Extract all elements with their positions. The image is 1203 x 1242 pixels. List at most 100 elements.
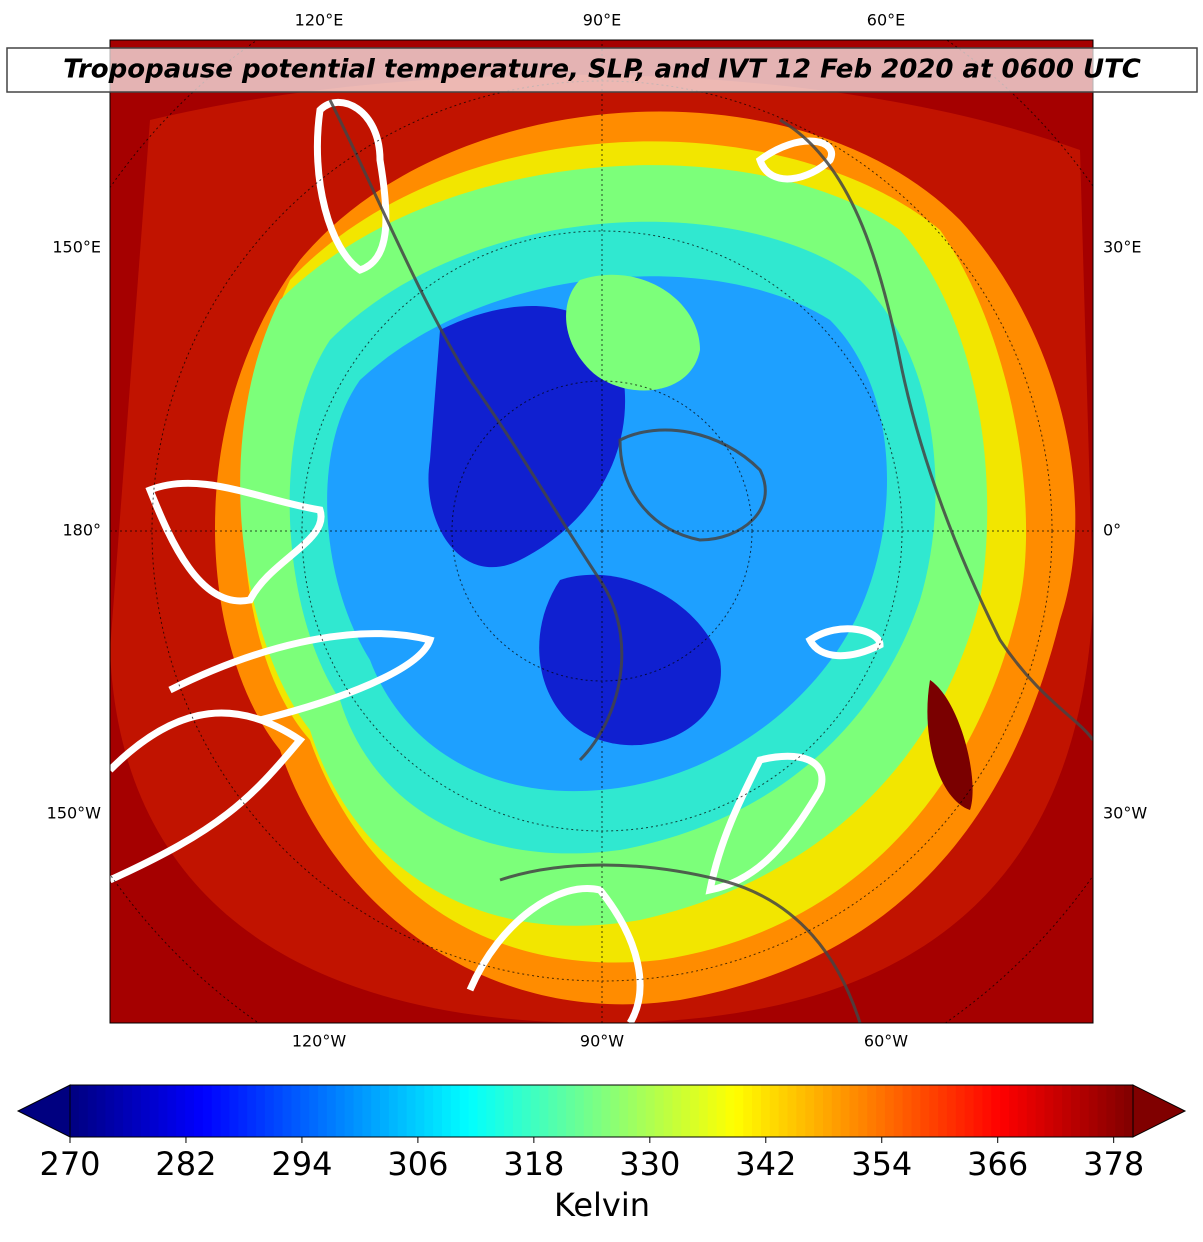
- colorbar-step: [778, 1085, 789, 1137]
- colorbar-step: [760, 1085, 771, 1137]
- colorbar-step: [1106, 1085, 1116, 1137]
- colorbar-step: [636, 1085, 647, 1137]
- colorbar-step: [167, 1085, 177, 1137]
- title-box: [6, 47, 1198, 93]
- colorbar-step: [672, 1085, 682, 1137]
- colorbar-tick-label: 342: [735, 1145, 796, 1183]
- colorbar-step: [264, 1085, 275, 1137]
- colorbar-step: [229, 1085, 239, 1137]
- lon-label: 150°W: [47, 804, 102, 823]
- colorbar-step: [920, 1085, 930, 1137]
- colorbar-step: [583, 1085, 594, 1137]
- colorbar-step: [300, 1085, 310, 1137]
- colorbar-step: [450, 1085, 461, 1137]
- colorbar-step: [371, 1085, 381, 1137]
- colorbar-step: [1035, 1085, 1046, 1137]
- lon-label: 120°E: [295, 11, 344, 30]
- lon-label: 120°W: [292, 1032, 347, 1051]
- colorbar-step: [734, 1085, 744, 1137]
- colorbar-step: [291, 1085, 301, 1137]
- colorbar-step: [716, 1085, 727, 1137]
- colorbar-tick-label: 306: [387, 1145, 448, 1183]
- lon-label: 30°E: [1103, 238, 1141, 257]
- lon-label: 90°E: [583, 11, 621, 30]
- colorbar-step: [397, 1085, 408, 1137]
- colorbar-step: [929, 1085, 939, 1137]
- colorbar-step: [504, 1085, 514, 1137]
- colorbar-step: [318, 1085, 328, 1137]
- colorbar-step: [1044, 1085, 1054, 1137]
- colorbar-tick-label: 378: [1083, 1145, 1144, 1183]
- colorbar-extend-high: [1132, 1084, 1187, 1138]
- map-title: Tropopause potential temperature, SLP, a…: [63, 55, 1141, 85]
- colorbar-step: [220, 1085, 231, 1137]
- colorbar-step: [938, 1085, 948, 1137]
- colorbar-step: [858, 1085, 868, 1137]
- lon-label: 0°: [1103, 521, 1121, 540]
- colorbar-step: [335, 1085, 346, 1137]
- colorbar-step: [539, 1085, 549, 1137]
- colorbar-step: [619, 1085, 629, 1137]
- colorbar-step: [574, 1085, 585, 1137]
- colorbar-step: [840, 1085, 851, 1137]
- colorbar-step: [698, 1085, 709, 1137]
- colorbar-step: [610, 1085, 620, 1137]
- colorbar-step: [654, 1085, 665, 1137]
- colorbar-step: [1000, 1085, 1010, 1137]
- colorbar-step: [964, 1085, 975, 1137]
- colorbar-step: [477, 1085, 487, 1137]
- colorbar-step: [707, 1085, 718, 1137]
- colorbar-step: [380, 1085, 390, 1137]
- colorbar-step: [495, 1085, 505, 1137]
- colorbar-step: [690, 1085, 700, 1137]
- colorbar-step: [362, 1085, 372, 1137]
- colorbar-step: [415, 1085, 425, 1137]
- colorbar-extend-low: [16, 1084, 71, 1138]
- colorbar-step: [1026, 1085, 1037, 1137]
- colorbar-tick-label: 354: [851, 1145, 912, 1183]
- colorbar-step: [512, 1085, 523, 1137]
- colorbar-step: [185, 1085, 195, 1137]
- colorbar-step: [96, 1085, 107, 1137]
- colorbar-step: [911, 1085, 921, 1137]
- colorbar-step: [114, 1085, 124, 1137]
- lon-label: 60°W: [864, 1032, 908, 1051]
- colorbar-tick-label: 282: [155, 1145, 216, 1183]
- colorbar-step: [256, 1085, 266, 1137]
- colorbar-step: [884, 1085, 895, 1137]
- colorbar-step: [849, 1085, 859, 1137]
- colorbar-step: [982, 1085, 992, 1137]
- colorbar: 270 282 294 306 318 330 342 354 366 378: [16, 1084, 1187, 1183]
- colorbar-step: [433, 1085, 443, 1137]
- lon-label: 180°: [62, 521, 101, 540]
- colorbar-step: [344, 1085, 355, 1137]
- map-field: [110, 40, 1093, 1023]
- colorbar-step: [822, 1085, 833, 1137]
- colorbar-step: [725, 1085, 735, 1137]
- colorbar-step: [876, 1085, 886, 1137]
- colorbar-step: [211, 1085, 222, 1137]
- colorbar-step: [530, 1085, 541, 1137]
- colorbar-step: [202, 1085, 213, 1137]
- colorbar-step: [273, 1085, 284, 1137]
- colorbar-step: [158, 1085, 169, 1137]
- colorbar-tick-label: 366: [967, 1145, 1028, 1183]
- colorbar-step: [70, 1085, 80, 1137]
- colorbar-step: [238, 1085, 248, 1137]
- colorbar-step: [893, 1085, 904, 1137]
- colorbar-tick-label: 294: [271, 1145, 332, 1183]
- colorbar-step: [140, 1085, 151, 1137]
- colorbar-step: [486, 1085, 496, 1137]
- colorbar-step: [1097, 1085, 1108, 1137]
- colorbar-step: [805, 1085, 815, 1137]
- colorbar-step: [309, 1085, 319, 1137]
- lon-label: 90°W: [580, 1032, 624, 1051]
- colorbar-step: [1115, 1085, 1125, 1137]
- colorbar-step: [1079, 1085, 1090, 1137]
- lon-label: 60°E: [867, 11, 905, 30]
- colorbar-step: [194, 1085, 204, 1137]
- colorbar-step: [787, 1085, 797, 1137]
- colorbar-step: [557, 1085, 567, 1137]
